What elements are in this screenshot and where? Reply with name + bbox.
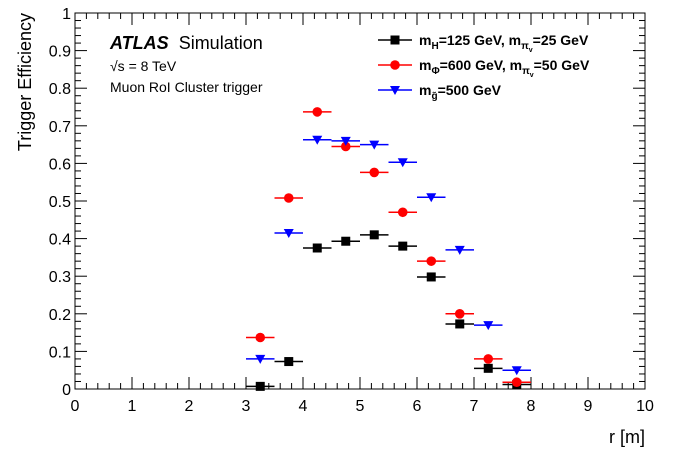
x-tick-label: 2	[185, 398, 194, 415]
y-tick-label: 0.3	[49, 269, 71, 286]
series-1	[246, 230, 531, 391]
series-3	[246, 135, 531, 376]
y-tick-label: 0.6	[49, 156, 71, 173]
y-tick-label: 0	[62, 382, 71, 399]
data-point	[340, 136, 351, 146]
y-tick-label: 0.9	[49, 44, 71, 61]
series-layer	[246, 107, 531, 391]
annotation-block: ATLAS Simulation √s = 8 TeV Muon RoI Clu…	[109, 33, 263, 95]
y-tick-label: 0.5	[49, 194, 71, 211]
data-point	[398, 241, 408, 251]
data-point	[369, 230, 379, 240]
trigger-label: Muon RoI Cluster trigger	[110, 79, 263, 95]
data-point	[454, 309, 465, 319]
y-tick-label: 0.7	[49, 119, 71, 136]
data-point	[312, 135, 323, 145]
x-tick-label: 3	[242, 398, 251, 415]
y-tick-label: 0.8	[49, 81, 71, 98]
y-tick-label: 0.2	[49, 307, 71, 324]
x-tick-label: 9	[584, 398, 593, 415]
data-point	[369, 167, 380, 178]
legend-marker	[390, 60, 400, 70]
y-tick-label: 1	[62, 6, 71, 23]
legend-entry-3: mg̃=500 GeV	[378, 82, 502, 102]
y-tick-labels: 0 0.1 0.2 0.3 0.4 0.5 0.6 0.7 0.8 0.9 1	[49, 6, 71, 399]
x-tick-label: 10	[636, 398, 654, 415]
data-point	[369, 140, 380, 150]
data-point	[255, 332, 266, 343]
x-tick-label: 7	[470, 398, 479, 415]
data-point	[426, 256, 437, 266]
legend: mH=125 GeV, mπv=25 GeV mΦ=600 GeV, mπv=50…	[378, 32, 590, 102]
data-point	[283, 228, 294, 238]
legend-label: mΦ=600 GeV, mπv=50 GeV	[419, 57, 590, 79]
legend-label: mH=125 GeV, mπv=25 GeV	[419, 32, 589, 54]
data-point	[426, 272, 436, 282]
x-tick-label: 6	[413, 398, 422, 415]
data-point	[283, 193, 294, 203]
data-point	[340, 141, 351, 152]
svg-text:ATLAS Simulation: ATLAS Simulation	[109, 33, 263, 53]
legend-label: mg̃=500 GeV	[419, 82, 502, 102]
legend-marker	[390, 35, 400, 45]
data-point	[284, 357, 294, 367]
data-point	[483, 321, 494, 331]
legend-entry-1: mH=125 GeV, mπv=25 GeV	[378, 32, 589, 54]
data-point	[511, 377, 522, 388]
legend-entry-2: mΦ=600 GeV, mπv=50 GeV	[378, 57, 590, 79]
legend-marker	[390, 86, 400, 95]
data-point	[255, 381, 265, 391]
energy-label: √s = 8 TeV	[110, 58, 177, 74]
plot-frame	[74, 12, 646, 390]
data-point	[483, 363, 493, 373]
data-point	[455, 319, 465, 329]
x-tick-label: 5	[356, 398, 365, 415]
x-tick-label: 1	[128, 398, 137, 415]
data-point	[397, 158, 408, 168]
x-tick-label: 8	[527, 398, 536, 415]
data-point	[483, 354, 494, 364]
y-axis-label: Trigger Efficiency	[15, 13, 35, 151]
data-point	[454, 245, 465, 255]
x-axis-label: r [m]	[609, 427, 645, 447]
axis-ticks	[74, 12, 646, 390]
x-tick-labels: 0 1 2 3 4 5 6 7 8 9 10	[71, 398, 654, 415]
data-point	[426, 193, 437, 203]
data-point	[397, 207, 408, 218]
experiment-suffix: Simulation	[179, 33, 263, 53]
experiment-label: ATLAS	[109, 33, 169, 53]
data-point	[312, 107, 323, 117]
y-tick-label: 0.1	[49, 344, 71, 361]
x-tick-label: 0	[71, 398, 80, 415]
data-point	[341, 236, 351, 246]
series-2	[246, 107, 531, 388]
data-point	[255, 354, 266, 364]
data-point	[511, 366, 522, 376]
x-tick-label: 4	[299, 398, 308, 415]
data-point	[312, 243, 322, 253]
y-tick-label: 0.4	[49, 232, 71, 249]
